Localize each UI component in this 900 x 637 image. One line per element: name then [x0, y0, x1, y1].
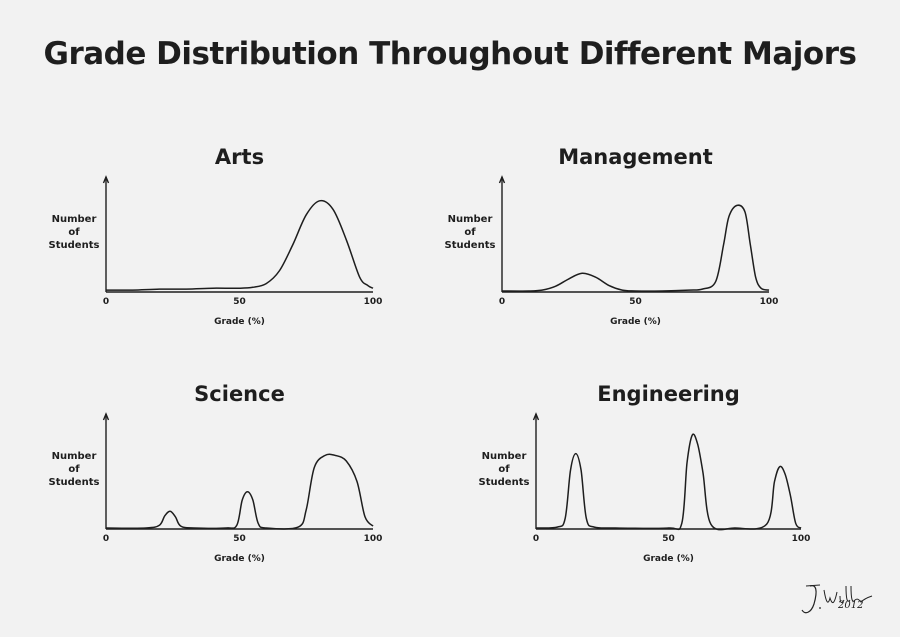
- chart-title-management: Management: [558, 145, 713, 169]
- y-axis-label: Number of Students: [49, 214, 100, 251]
- distribution-curve-management: [501, 204, 770, 292]
- x-tick-label: 50: [233, 534, 246, 544]
- chart-title-science: Science: [194, 382, 285, 406]
- distribution-curve-engineering: [535, 433, 802, 531]
- signature-year: 2012: [838, 600, 864, 611]
- chart-title-arts: Arts: [215, 145, 264, 169]
- y-axis-arrow: [498, 175, 506, 184]
- x-axis-label: Grade (%): [214, 554, 265, 564]
- distribution-curve-science: [105, 453, 374, 530]
- x-tick-label: 50: [629, 297, 642, 307]
- chart-title-engineering: Engineering: [597, 382, 740, 406]
- chart-science: Science Number of Students 0 50 100 Grade (%): [49, 382, 383, 564]
- page-title: Grade Distribution Throughout Different …: [43, 36, 857, 72]
- signature-mark: [801, 584, 873, 614]
- x-tick-label: 100: [364, 534, 383, 544]
- x-tick-label: 100: [760, 297, 779, 307]
- x-tick-label: 0: [103, 534, 109, 544]
- y-axis-label: Number of Students: [49, 451, 100, 488]
- y-axis-label: Number of Students: [445, 214, 496, 251]
- x-tick-label: 0: [103, 297, 109, 307]
- x-tick-label: 50: [662, 534, 675, 544]
- x-tick-label: 100: [364, 297, 383, 307]
- x-axis-label: Grade (%): [214, 317, 265, 327]
- x-tick-label: 0: [499, 297, 505, 307]
- y-axis-arrow: [102, 412, 110, 421]
- y-axis-arrow: [532, 412, 540, 421]
- x-tick-label: 50: [233, 297, 246, 307]
- y-axis-arrow: [102, 175, 110, 184]
- chart-engineering: Engineering Number of Students 0 50 100 Grade (…: [479, 382, 811, 564]
- x-tick-label: 0: [533, 534, 539, 544]
- y-axis-label: Number of Students: [479, 451, 530, 488]
- x-axis-label: Grade (%): [643, 554, 694, 564]
- distribution-curve-arts: [105, 199, 374, 291]
- chart-management: Management Number of Students 0 50 100 Grade (%…: [445, 145, 779, 327]
- x-axis-label: Grade (%): [610, 317, 661, 327]
- x-tick-label: 100: [792, 534, 811, 544]
- chart-arts: Arts Number of Students 0 50 100 Grade (%): [49, 145, 383, 327]
